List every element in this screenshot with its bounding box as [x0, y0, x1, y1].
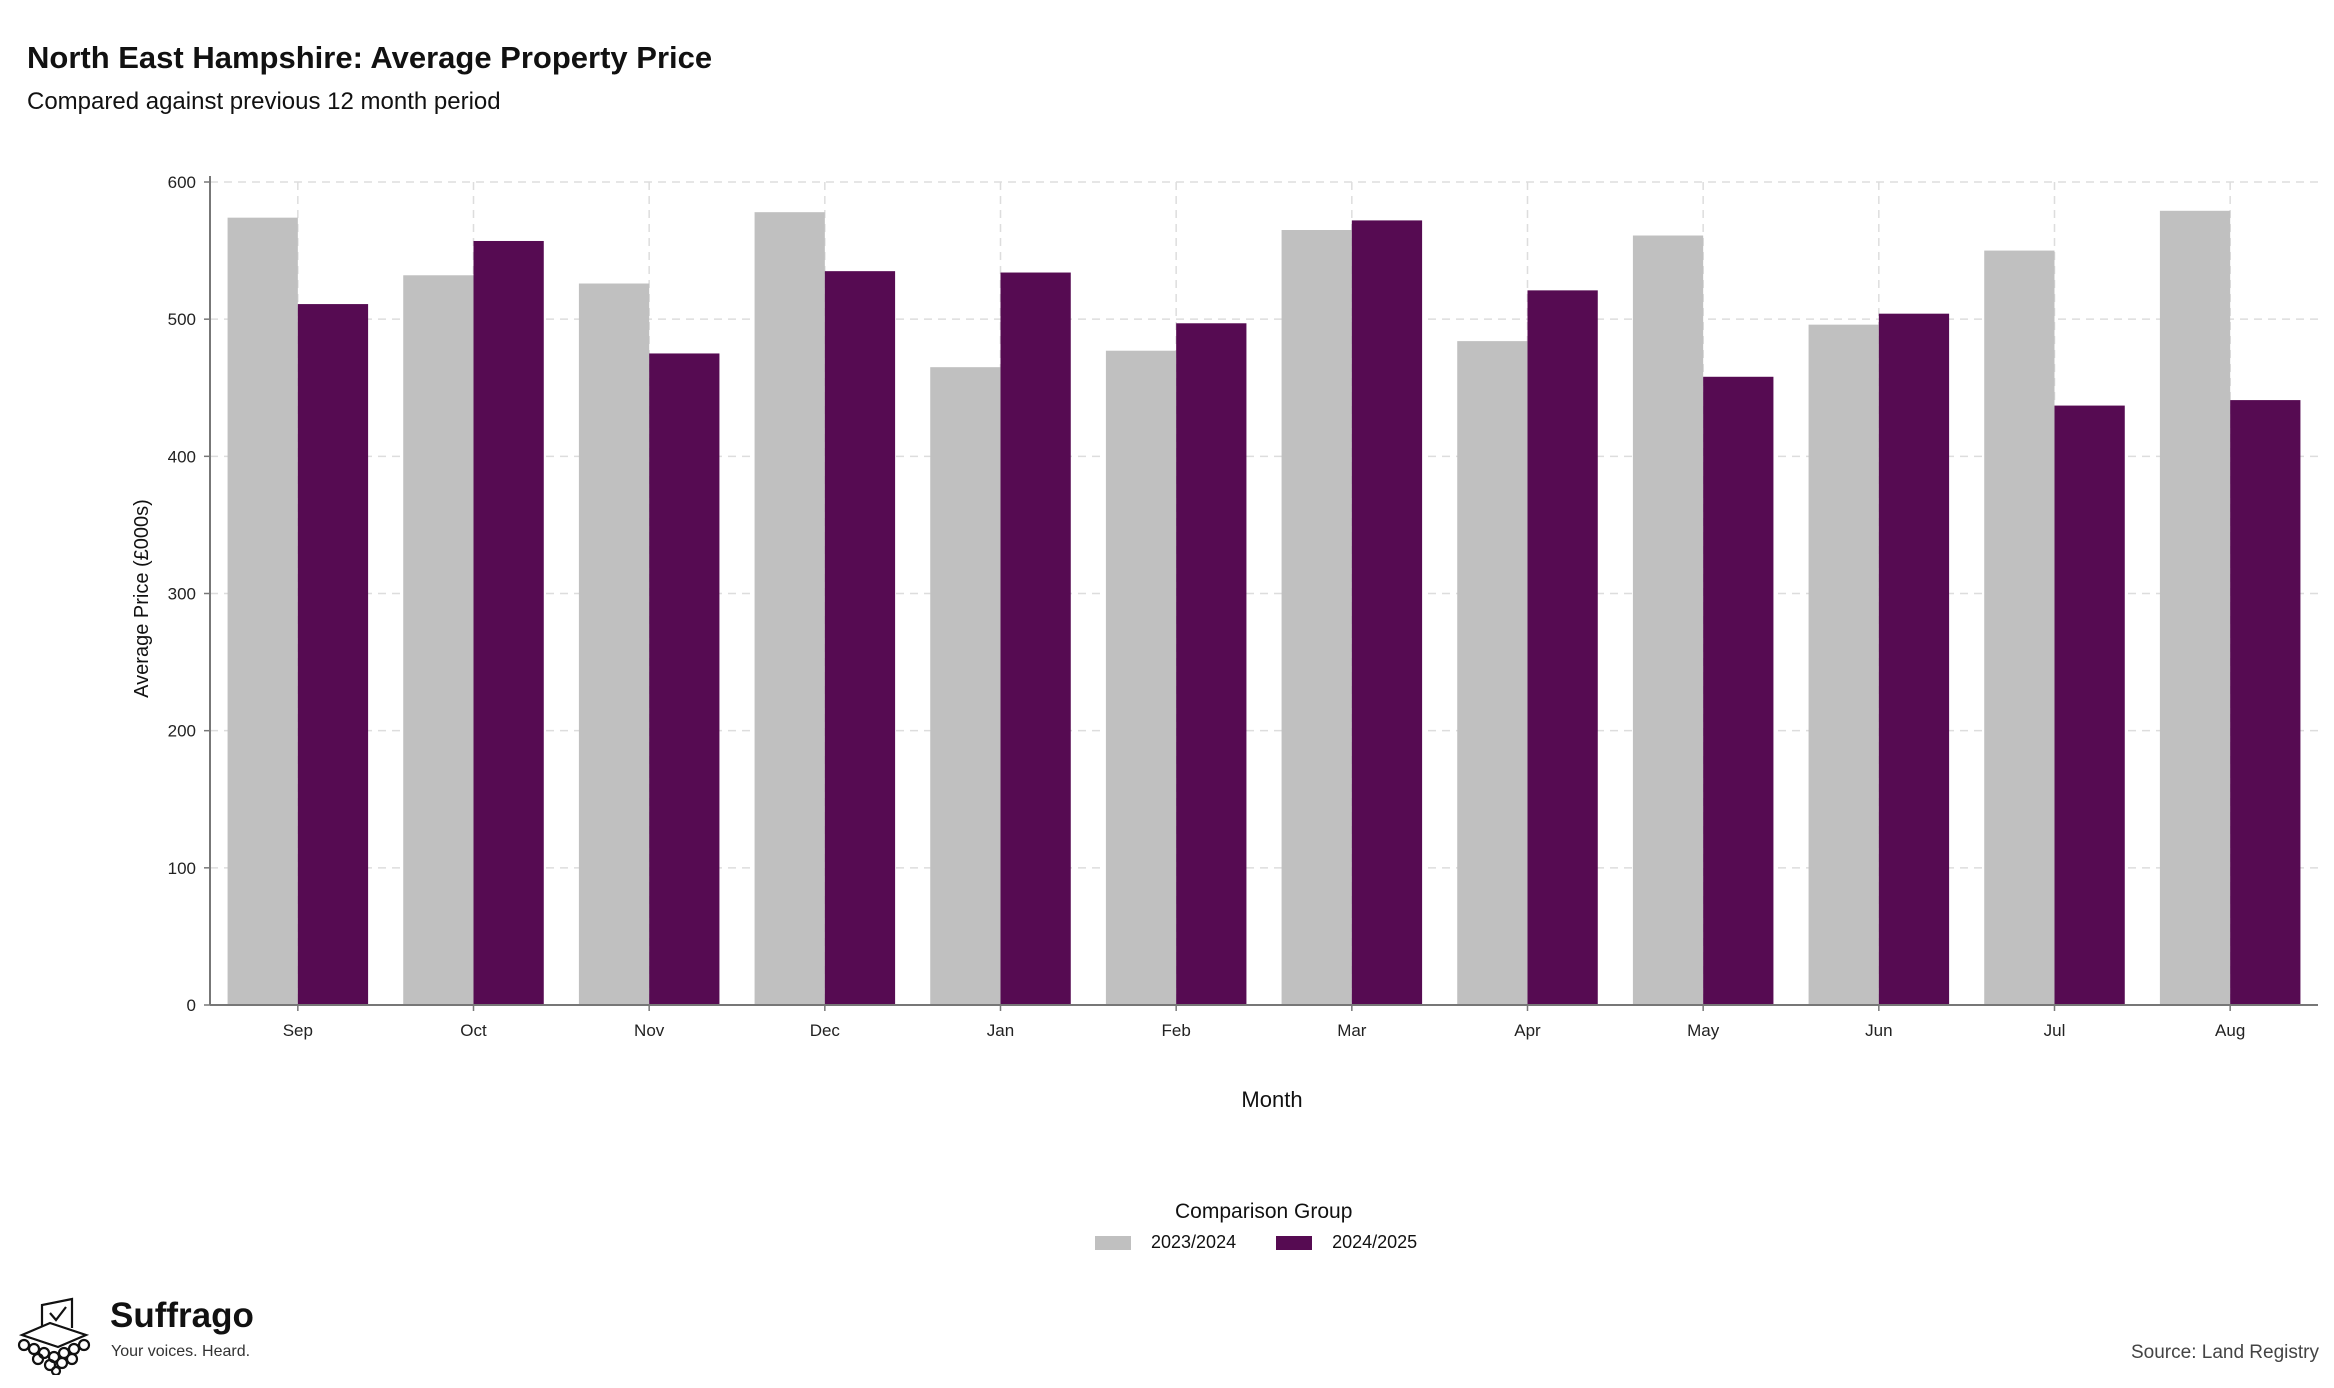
x-tick-label: Jun	[1865, 1021, 1892, 1040]
x-tick-label: Jan	[987, 1021, 1014, 1040]
tick-labels: 0 100 200 300 400 500 600 Sep Oct Nov Dec Jan Feb Mar…	[131, 173, 2245, 1112]
bar-sep-2023-2024	[227, 217, 298, 1005]
bar-jun-2023-2024	[1808, 324, 1879, 1005]
bar-mar-2024-2025	[1351, 220, 1423, 1005]
ballot-box-logo-icon	[17, 1297, 91, 1375]
y-axis-label: Average Price (£000s)	[131, 499, 153, 698]
bar-jul-2023-2024	[1984, 250, 2055, 1006]
x-tick-label: Oct	[460, 1021, 487, 1040]
legend-item-series-a: 2023/2024	[1095, 1232, 1236, 1253]
x-tick-label: May	[1687, 1021, 1720, 1040]
bar-feb-2023-2024	[1105, 350, 1177, 1006]
x-tick-label: Mar	[1337, 1021, 1367, 1040]
legend-item-series-b: 2024/2025	[1276, 1232, 1417, 1253]
source-note: Source: Land Registry	[2131, 1342, 2319, 1363]
x-tick-label: Nov	[634, 1021, 665, 1040]
bar-apr-2024-2025	[1527, 290, 1598, 1005]
x-axis-label: Month	[1241, 1087, 1302, 1112]
bar-aug-2024-2025	[2230, 400, 2301, 1006]
bar-chart: 0 100 200 300 400 500 600 Sep Oct Nov Dec Jan Feb Mar…	[131, 173, 2318, 1112]
bar-may-2023-2024	[1632, 235, 1704, 1005]
bar-may-2024-2025	[1703, 376, 1774, 1005]
chart-subtitle: Compared against previous 12 month perio…	[27, 88, 501, 115]
legend-label-series-a: 2023/2024	[1151, 1232, 1237, 1252]
x-tick-label: Apr	[1514, 1021, 1541, 1040]
bar-nov-2023-2024	[578, 283, 650, 1006]
bar-jun-2024-2025	[1878, 313, 1950, 1005]
bar-apr-2023-2024	[1457, 341, 1528, 1005]
x-tick-label: Jul	[2044, 1021, 2066, 1040]
y-tick-label: 500	[168, 310, 196, 329]
legend-title: Comparison Group	[1175, 1200, 1353, 1223]
y-tick-label: 0	[187, 996, 196, 1015]
y-tick-label: 200	[168, 722, 196, 741]
bar-oct-2023-2024	[403, 275, 474, 1006]
x-tick-label: Dec	[810, 1021, 841, 1040]
bar-oct-2024-2025	[473, 240, 544, 1005]
bar-jul-2024-2025	[2054, 405, 2125, 1005]
legend-swatch-series-a	[1095, 1235, 1131, 1250]
axes	[204, 176, 2318, 1011]
bar-jan-2024-2025	[1000, 272, 1071, 1005]
y-tick-label: 400	[168, 447, 196, 466]
bar-jan-2023-2024	[930, 367, 1001, 1005]
bar-sep-2024-2025	[297, 304, 369, 1005]
bar-dec-2023-2024	[754, 212, 825, 1006]
bar-nov-2024-2025	[649, 353, 720, 1005]
bar-feb-2024-2025	[1176, 323, 1247, 1005]
y-tick-label: 100	[168, 859, 196, 878]
brand-tagline: Your voices. Heard.	[111, 1343, 251, 1360]
x-tick-label: Feb	[1162, 1021, 1191, 1040]
legend: 2023/2024 2024/2025	[1095, 1232, 1417, 1253]
x-tick-label: Aug	[2215, 1021, 2245, 1040]
chart-title: North East Hampshire: Average Property P…	[27, 40, 713, 75]
legend-swatch-series-b	[1276, 1235, 1313, 1250]
y-tick-label: 600	[168, 173, 196, 192]
bar-dec-2024-2025	[824, 271, 896, 1005]
bar-aug-2023-2024	[2159, 210, 2231, 1005]
y-tick-label: 300	[168, 585, 196, 604]
x-tick-label: Sep	[283, 1021, 313, 1040]
brand-name: Suffrago	[110, 1296, 254, 1335]
bar-mar-2023-2024	[1281, 230, 1352, 1006]
legend-label-series-b: 2024/2025	[1332, 1232, 1418, 1252]
bars	[227, 210, 2301, 1006]
